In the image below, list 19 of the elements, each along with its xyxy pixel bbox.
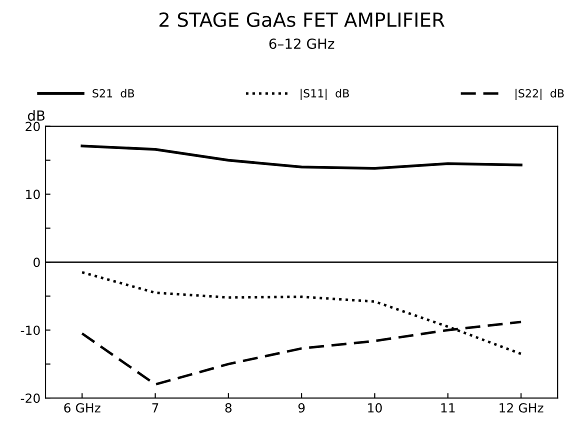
x-tick-label: 10	[368, 403, 382, 413]
line-series	[80, 144, 522, 170]
x-tick-label: 6 GHz	[64, 403, 100, 413]
y-tick-label: 10	[26, 190, 40, 200]
y-tick-label: -10	[20, 326, 40, 336]
y-axis-title: dB	[28, 110, 45, 121]
y-tick-label: 20	[26, 122, 40, 132]
y-tick-label: -20	[20, 394, 40, 403]
legend-label: S21 dB	[92, 88, 134, 98]
x-tick-label: 12 GHz	[500, 403, 544, 413]
legend-label: |S22| dB	[516, 88, 564, 100]
x-tick-label: 8	[225, 403, 232, 413]
x-tick-label: 7	[152, 403, 158, 412]
y-tick-label: 0	[34, 258, 40, 268]
x-tick-label: 9	[298, 403, 305, 413]
chart-subtitle: 6–12 GHz	[269, 38, 334, 49]
legend-label: |S11| dB	[300, 88, 349, 100]
x-tick-label: 11	[441, 403, 455, 412]
chart-title: 2 STAGE GaAs FET AMPLIFIER	[160, 12, 444, 28]
